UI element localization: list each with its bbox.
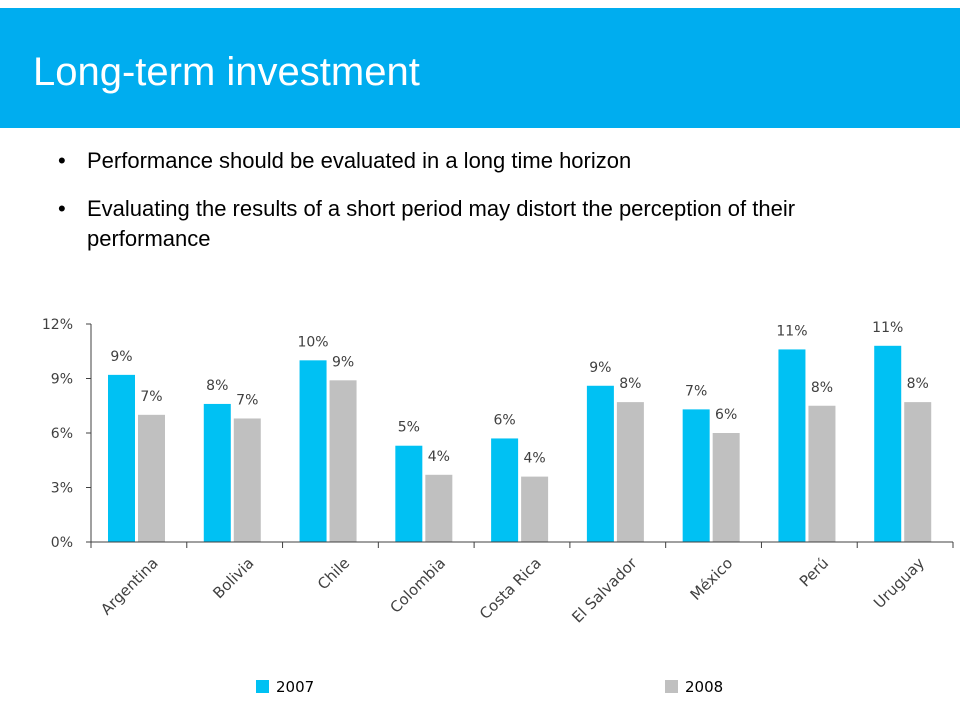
x-tick-label: El Salvador bbox=[568, 554, 641, 627]
bar-2008-méxico bbox=[712, 433, 740, 542]
data-label: 9% bbox=[110, 349, 132, 365]
bar-2008-argentina bbox=[138, 414, 165, 542]
bar-2007-costa-rica bbox=[491, 438, 519, 542]
bar-2007-perú bbox=[778, 349, 806, 542]
y-tick-label: 3% bbox=[51, 481, 73, 497]
x-tick-label: Costa Rica bbox=[476, 554, 545, 623]
bar-2008-colombia bbox=[425, 474, 453, 542]
data-label: 8% bbox=[907, 376, 929, 392]
data-label: 4% bbox=[524, 451, 546, 467]
data-label: 9% bbox=[589, 360, 611, 376]
bar-2008-perú bbox=[808, 405, 836, 542]
legend-label-2008: 2008 bbox=[685, 678, 723, 696]
y-tick-label: 12% bbox=[42, 317, 73, 333]
bar-2008-bolivia bbox=[233, 418, 261, 542]
data-label: 9% bbox=[332, 354, 354, 370]
bar-2007-argentina bbox=[108, 374, 135, 542]
legend-label-2007: 2007 bbox=[276, 678, 314, 696]
bar-2007-uruguay bbox=[874, 345, 902, 542]
bar-2007-chile bbox=[299, 360, 327, 542]
data-label: 7% bbox=[685, 383, 707, 399]
x-tick-label: Bolivia bbox=[209, 554, 257, 602]
bullet-item: Evaluating the results of a short period… bbox=[58, 194, 918, 254]
bar-2007-bolivia bbox=[203, 403, 231, 542]
x-tick-label: Argentina bbox=[97, 554, 161, 618]
bar-2008-costa-rica bbox=[521, 476, 549, 542]
legend-swatch-2008 bbox=[665, 680, 678, 693]
x-tick-label: Uruguay bbox=[870, 554, 928, 612]
data-label: 8% bbox=[619, 376, 641, 392]
bullet-item: Performance should be evaluated in a lon… bbox=[58, 146, 918, 176]
title-banner: Long-term investment bbox=[0, 8, 960, 128]
data-label: 11% bbox=[776, 323, 807, 339]
data-label: 7% bbox=[236, 392, 258, 408]
bar-2007-colombia bbox=[395, 445, 423, 542]
data-label: 8% bbox=[811, 380, 833, 396]
data-label: 5% bbox=[398, 420, 420, 436]
data-label: 4% bbox=[428, 449, 450, 465]
bar-2008-chile bbox=[329, 380, 357, 542]
data-label: 8% bbox=[206, 378, 228, 394]
bullet-list: Performance should be evaluated in a lon… bbox=[58, 146, 918, 272]
data-label: 7% bbox=[140, 389, 162, 405]
x-tick-label: Colombia bbox=[386, 554, 449, 617]
bar-2007-el-salvador bbox=[586, 385, 614, 542]
slide-title: Long-term investment bbox=[33, 50, 420, 94]
y-tick-label: 9% bbox=[51, 372, 73, 388]
bar-2008-uruguay bbox=[904, 402, 932, 542]
legend-swatch-2007 bbox=[256, 680, 269, 693]
x-tick-label: Chile bbox=[314, 554, 353, 593]
bar-2007-méxico bbox=[682, 409, 710, 542]
data-label: 11% bbox=[872, 320, 903, 336]
x-tick-label: Perú bbox=[796, 554, 832, 590]
data-label: 6% bbox=[494, 412, 516, 428]
y-tick-label: 0% bbox=[51, 535, 73, 551]
x-tick-label: México bbox=[687, 554, 737, 604]
data-label: 6% bbox=[715, 407, 737, 423]
bar-2008-el-salvador bbox=[616, 402, 644, 542]
y-tick-label: 6% bbox=[51, 426, 73, 442]
data-label: 10% bbox=[297, 334, 328, 350]
